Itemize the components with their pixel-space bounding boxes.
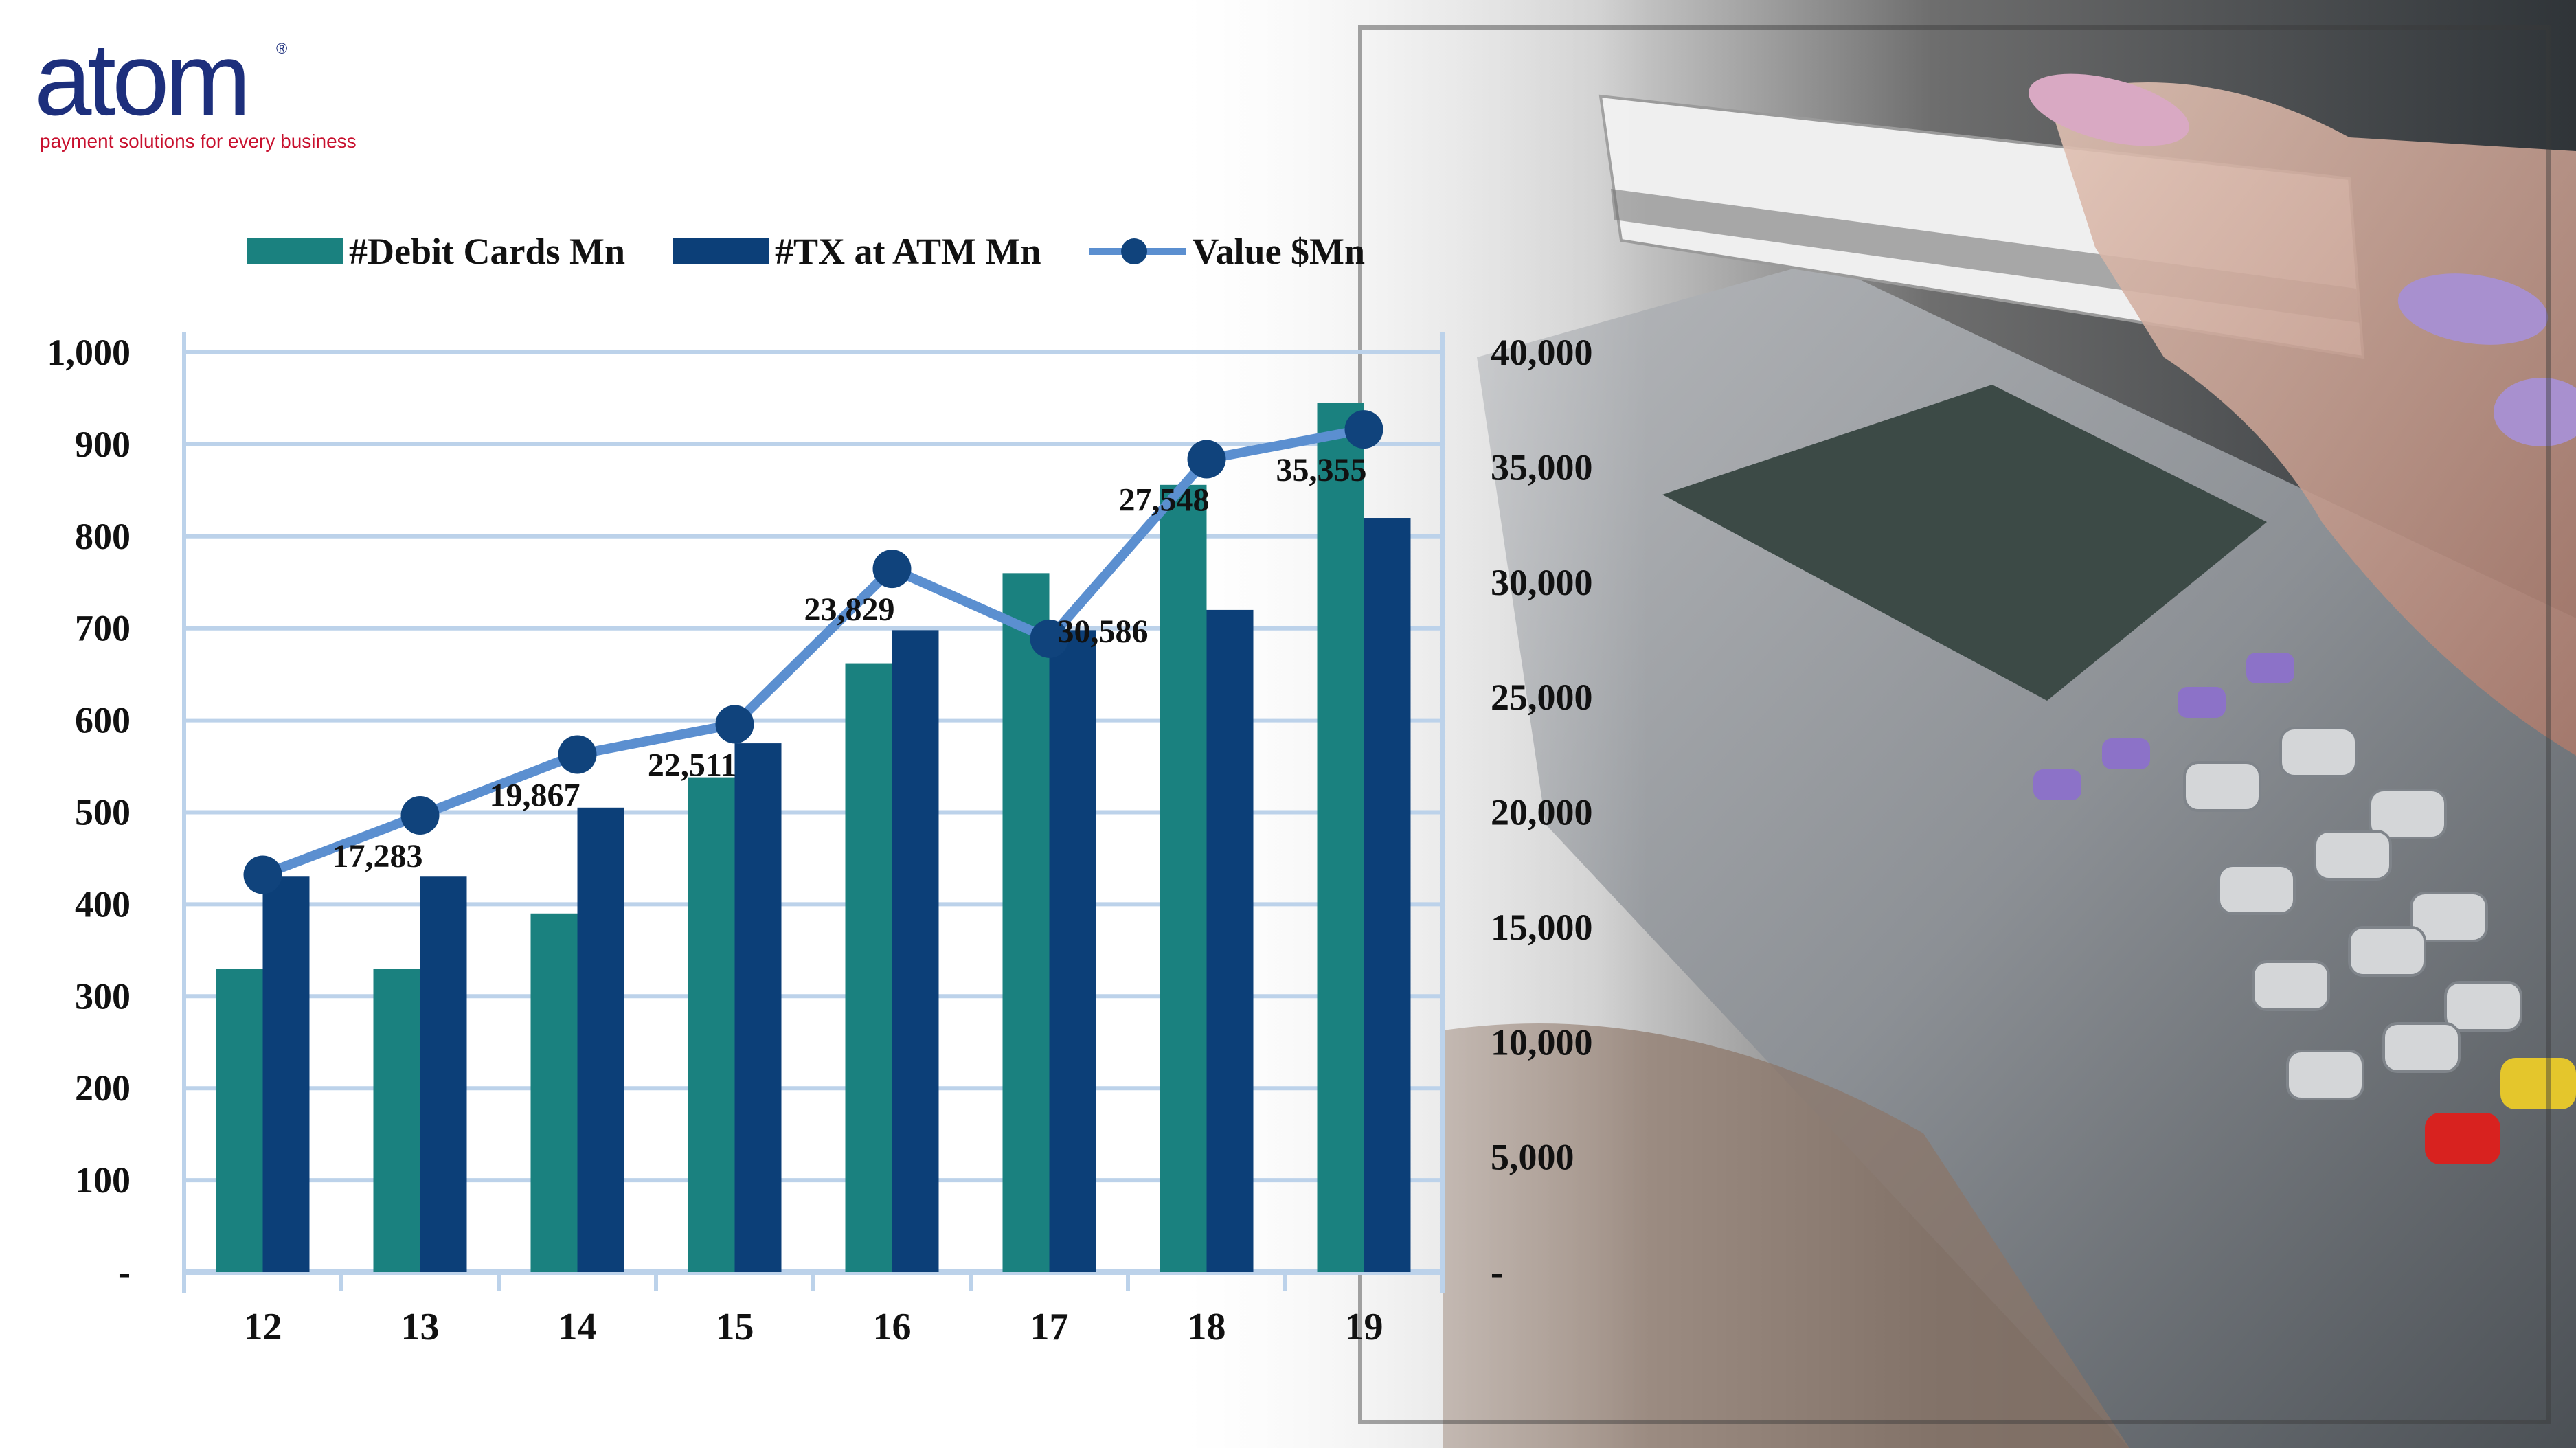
y2-tick-label: - [1491,1252,1503,1293]
value-data-label: 19,867 [490,777,580,813]
bar-debit-cards [1160,484,1207,1273]
value-data-label: 35,355 [1276,452,1367,488]
y2-tick-label: 30,000 [1491,562,1593,603]
legend-swatch-tx-atm [673,238,769,264]
y-tick-label: 1,000 [47,332,131,373]
bar-debit-cards [1317,403,1364,1272]
x-tick-label: 14 [558,1306,597,1348]
legend-item-tx-atm: #TX at ATM Mn [673,230,1041,273]
value-marker [558,735,597,774]
y-tick-label: 600 [75,700,131,741]
bar-tx-atm [1364,518,1411,1272]
legend-label-debit-cards: #Debit Cards Mn [349,231,625,272]
value-marker [715,705,754,744]
chart-legend: #Debit Cards Mn #TX at ATM Mn Value $Mn [247,230,1413,273]
bar-tx-atm [1206,609,1254,1272]
x-tick-label: 15 [716,1306,754,1348]
bar-tx-atm [577,807,624,1272]
legend-swatch-value [1089,238,1186,264]
y-tick-label: 500 [75,792,131,833]
value-marker [1030,619,1069,658]
bar-debit-cards [373,969,420,1272]
bar-tx-atm [262,876,310,1272]
y2-tick-label: 10,000 [1491,1021,1593,1063]
bar-tx-atm [420,876,467,1272]
value-data-label: 23,829 [804,591,895,628]
value-marker [1187,440,1226,479]
bar-debit-cards [216,969,263,1272]
value-data-label: 22,511 [648,747,736,783]
registered-mark: ® [276,40,288,57]
bar-debit-cards [845,663,892,1272]
value-line [261,425,1365,879]
bar-tx-atm [892,630,939,1272]
atom-logo: atom ® payment solutions for every busin… [34,21,357,158]
y-tick-label: - [118,1252,131,1293]
value-marker [872,550,912,589]
chart-grid [182,332,1445,1293]
y-tick-label: 900 [75,424,131,465]
x-tick-label: 18 [1188,1306,1226,1348]
x-tick-label: 12 [244,1306,282,1348]
value-marker [1344,410,1383,449]
y2-tick-label: 35,000 [1491,446,1593,488]
x-tick-label: 16 [873,1306,912,1348]
bar-tx-atm [1049,630,1096,1272]
bar-debit-cards [530,913,578,1272]
y-tick-label: 800 [75,516,131,557]
bar-tx-atm [734,743,782,1272]
value-marker [400,795,440,835]
y2-tick-label: 5,000 [1491,1137,1574,1178]
logo-tagline: payment solutions for every business [40,131,357,152]
legend-item-debit-cards: #Debit Cards Mn [247,230,625,273]
value-line-series [243,410,1383,894]
legend-item-value: Value $Mn [1089,230,1366,273]
value-data-label: 30,586 [1058,613,1149,650]
value-data-label: 17,283 [332,838,423,874]
y-tick-label: 100 [75,1159,131,1201]
legend-label-tx-atm: #TX at ATM Mn [775,231,1041,272]
y2-tick-label: 40,000 [1491,332,1593,373]
bar-debit-cards [688,777,735,1272]
chart-bars [216,403,1411,1273]
y2-tick-label: 20,000 [1491,792,1593,833]
logo-wordmark: atom [34,21,251,137]
x-tick-label: 17 [1030,1306,1069,1348]
value-data-label: 27,548 [1119,482,1210,518]
value-marker [243,855,282,894]
legend-label-value: Value $Mn [1192,231,1366,272]
y2-tick-label: 15,000 [1491,907,1593,948]
y-tick-label: 200 [75,1067,131,1109]
legend-swatch-debit-cards [247,238,343,264]
x-tick-label: 13 [401,1306,440,1348]
y-tick-label: 300 [75,975,131,1017]
y-tick-label: 400 [75,883,131,925]
y2-tick-label: 25,000 [1491,677,1593,718]
x-tick-label: 19 [1345,1306,1383,1348]
chart-labels: - 100 200 300 400 500 600 700 800 900 1,000 - 5,000 1… [47,332,1593,1348]
bar-debit-cards [1002,573,1050,1272]
y-tick-label: 700 [75,608,131,649]
